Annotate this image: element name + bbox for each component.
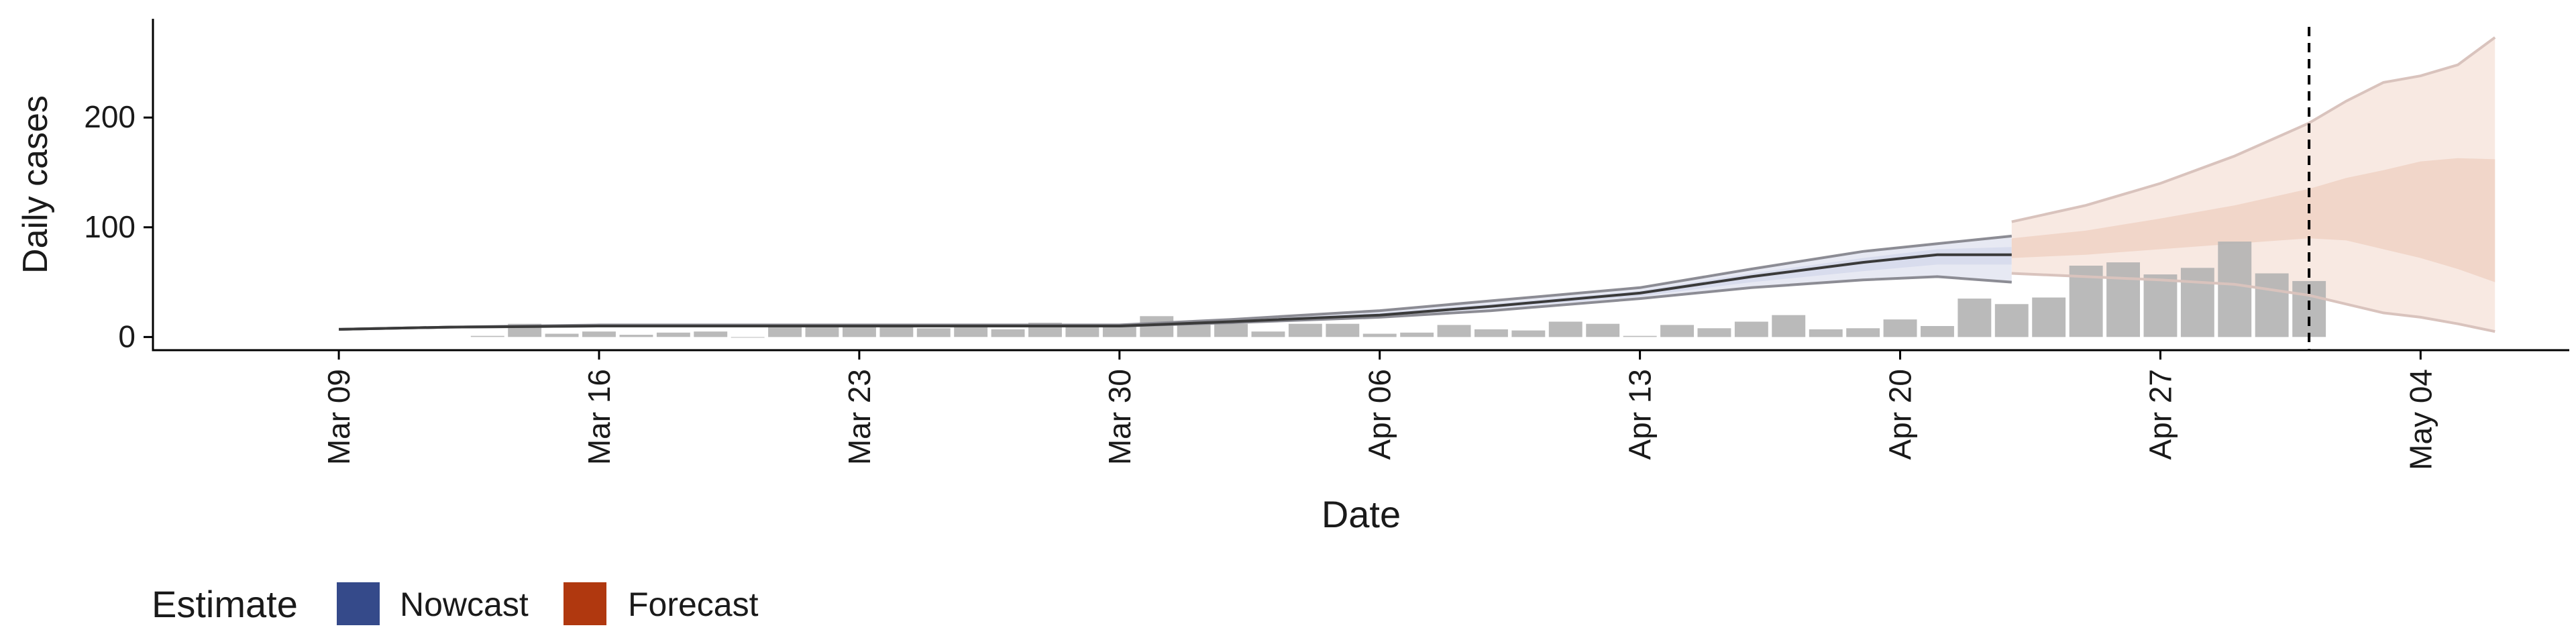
legend-key-nowcast	[337, 582, 380, 625]
bar-2020-04-09	[1474, 329, 1508, 337]
bar-2020-03-23	[843, 326, 876, 337]
bar-2020-03-22	[805, 326, 839, 337]
nowcast-median-line	[339, 253, 2012, 331]
forecast-inner-band	[2011, 158, 2496, 282]
bar-2020-04-26	[2106, 262, 2140, 337]
y-tick-label-100: 100	[84, 209, 136, 244]
bar-2020-04-04	[1288, 323, 1322, 337]
bar-2020-03-29	[1065, 326, 1099, 337]
x-tick-label-6: Apr 20	[1883, 369, 1918, 460]
bar-2020-04-01	[1177, 323, 1211, 337]
bar-2020-04-12	[1586, 323, 1620, 337]
bar-2020-04-11	[1548, 321, 1582, 337]
bar-2020-03-25	[916, 328, 951, 337]
bar-2020-03-19	[694, 331, 728, 337]
bar-2020-03-27	[991, 329, 1025, 337]
bar-2020-04-08	[1437, 325, 1471, 337]
y-axis-label: Daily cases	[16, 95, 55, 274]
legend: Estimate Nowcast Forecast	[152, 582, 759, 625]
x-tick-label-5: Apr 13	[1623, 369, 1658, 460]
forecast-upper-line	[2011, 36, 2496, 223]
forecast-outer-band	[2011, 37, 2496, 332]
estimate-lines	[339, 36, 2496, 333]
bar-2020-04-21	[1921, 326, 1954, 337]
bar-2020-04-16	[1734, 321, 1768, 337]
bar-2020-04-24	[2032, 297, 2066, 337]
x-tick-label-0: Mar 09	[321, 369, 356, 465]
bar-2020-04-02	[1214, 323, 1248, 337]
x-tick-label-1: Mar 16	[582, 369, 616, 465]
bar-2020-04-19	[1846, 328, 1880, 337]
bar-2020-03-17	[619, 335, 653, 337]
x-tick-label-2: Mar 23	[842, 369, 877, 465]
legend-label-forecast: Forecast	[628, 586, 759, 623]
bar-2020-03-30	[1102, 325, 1136, 337]
bar-2020-04-22	[1957, 299, 1992, 337]
bar-2020-04-28	[2180, 268, 2214, 337]
bar-2020-03-24	[879, 326, 914, 337]
bar-2020-04-18	[1809, 329, 1843, 337]
bar-2020-04-23	[1994, 304, 2029, 337]
bar-2020-03-18	[656, 332, 690, 337]
legend-label-nowcast: Nowcast	[400, 586, 529, 623]
bar-2020-04-14	[1660, 325, 1694, 337]
bar-2020-03-21	[768, 326, 802, 337]
bar-2020-03-13	[470, 335, 504, 337]
legend-key-forecast	[564, 582, 606, 625]
bar-2020-04-10	[1511, 330, 1546, 337]
bar-2020-04-27	[2143, 274, 2178, 337]
forecast-lower-line	[2011, 272, 2496, 333]
y-tick-label-200: 200	[84, 99, 136, 134]
bar-2020-04-07	[1400, 332, 1434, 337]
bar-2020-04-20	[1883, 319, 1917, 337]
bar-2020-04-30	[2255, 273, 2289, 337]
bar-2020-04-03	[1251, 331, 1285, 337]
x-axis-ticks: Mar 09 Mar 16 Mar 23 Mar 30 Apr 06 Apr 13 Apr …	[321, 350, 2438, 470]
bar-2020-03-15	[545, 333, 579, 337]
x-tick-label-7: Apr 27	[2143, 369, 2178, 460]
bar-2020-04-15	[1697, 328, 1731, 337]
bar-2020-04-06	[1362, 333, 1397, 337]
y-tick-label-0: 0	[118, 319, 136, 354]
legend-title: Estimate	[152, 583, 298, 625]
x-tick-label-4: Apr 06	[1362, 369, 1397, 460]
bar-2020-04-05	[1326, 323, 1360, 337]
x-tick-label-8: May 04	[2403, 369, 2438, 470]
bar-2020-04-17	[1772, 315, 1806, 337]
x-tick-label-3: Mar 30	[1102, 369, 1137, 465]
bar-2020-04-13	[1623, 335, 1657, 337]
bar-2020-04-29	[2218, 241, 2252, 337]
x-axis-label: Date	[1322, 493, 1401, 535]
y-axis-ticks: 0 100 200	[84, 99, 153, 354]
nowcast-outer-band	[339, 235, 2012, 329]
bar-2020-03-16	[582, 331, 616, 337]
